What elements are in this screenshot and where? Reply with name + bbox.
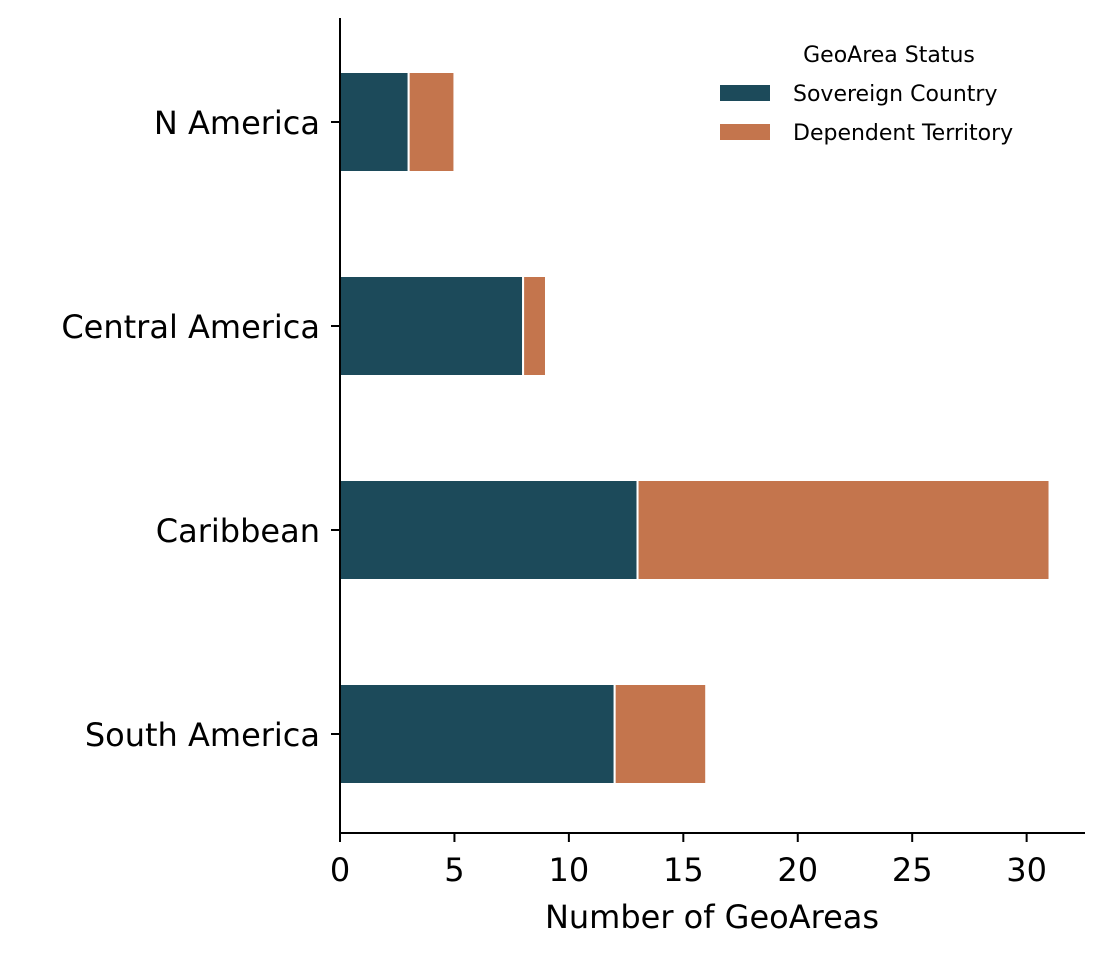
legend: GeoArea Status Sovereign Country Dependen…	[720, 43, 1013, 146]
x-tick-label: 25	[892, 851, 933, 889]
x-tick-label: 5	[444, 851, 464, 889]
legend-label: Dependent Territory	[793, 121, 1013, 146]
y-ticks-group: N America Central America Caribbean South A…	[61, 104, 340, 754]
x-tick-label: 30	[1006, 851, 1047, 889]
legend-title: GeoArea Status	[803, 43, 975, 68]
bar-n-america-series-2	[407, 71, 456, 173]
bars-group	[339, 71, 1051, 785]
legend-label: Sovereign Country	[793, 82, 998, 107]
bar-caribbean-series-2	[636, 479, 1051, 581]
bar-south-america-series-2	[613, 683, 708, 785]
bar-south-america-series-1	[339, 683, 616, 785]
x-tick-label: 20	[777, 851, 818, 889]
y-tick-label: Caribbean	[156, 512, 320, 550]
x-ticks-group: 0 5 10 15 20 25 30	[330, 833, 1047, 889]
x-axis-label: Number of GeoAreas	[545, 898, 879, 936]
bar-central-america-series-1	[339, 275, 525, 377]
x-tick-label: 15	[663, 851, 704, 889]
y-tick-label: N America	[154, 104, 320, 142]
x-tick-label: 10	[549, 851, 590, 889]
legend-swatch	[720, 85, 770, 101]
bar-central-america-series-2	[522, 275, 547, 377]
x-tick-label: 0	[330, 851, 350, 889]
y-tick-label: South America	[85, 716, 320, 754]
bar-n-america-series-1	[339, 71, 410, 173]
legend-items: Sovereign Country Dependent Territory	[720, 82, 1013, 146]
y-tick-label: Central America	[61, 308, 320, 346]
bar-caribbean-series-1	[339, 479, 639, 581]
legend-swatch	[720, 124, 770, 140]
